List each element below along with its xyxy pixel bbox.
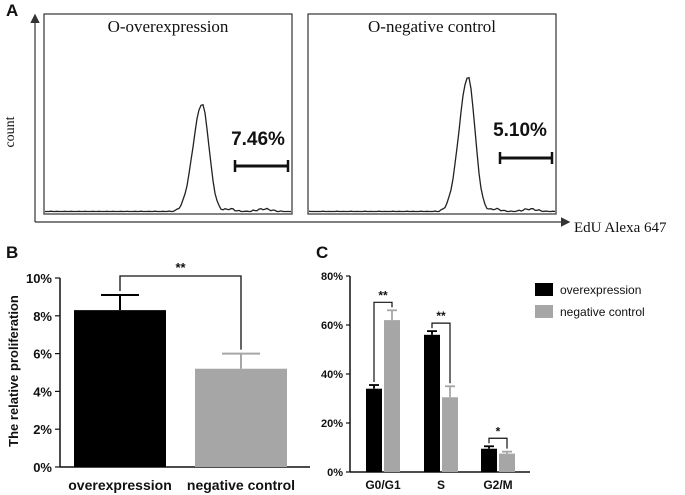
significance-bracket <box>373 301 393 383</box>
histogram-frame <box>307 13 557 215</box>
panel-c-y-tick-label: 40% <box>321 369 343 381</box>
histogram-title: O-overexpression <box>108 17 229 36</box>
legend-swatch <box>535 283 553 296</box>
panel-a-histograms: count EdU Alexa 647 O-overexpression 7.46… <box>3 13 667 236</box>
panel-c-category-label: G2/M <box>483 478 512 492</box>
bar <box>442 397 458 472</box>
panel-b-y-tick-label: 10% <box>26 271 52 286</box>
gate-percent-label: 5.10% <box>493 120 547 141</box>
bar <box>424 334 440 472</box>
panel-b-y-tick-label: 8% <box>33 309 52 324</box>
histogram-curve <box>45 103 291 213</box>
panel-c-bar-chart: 0% 20% 40% 60% 80% G0/G1 ** S ** G2/M * overexpress… <box>321 271 645 492</box>
panel-b-letter: B <box>6 243 18 262</box>
panel-c-y-tick-label: 20% <box>321 418 343 430</box>
panel-b-category-label: negative control <box>187 477 295 493</box>
bar <box>499 453 515 472</box>
significance-label: ** <box>378 288 388 302</box>
panel-c-letter: C <box>316 243 328 262</box>
significance-label: * <box>496 424 501 438</box>
panel-b-y-tick-label: 0% <box>33 460 52 475</box>
bar <box>74 310 166 467</box>
panel-c-y-tick-label: 60% <box>321 320 343 332</box>
panel-c-y-tick-label: 0% <box>327 467 343 479</box>
legend-label: overexpression <box>560 283 641 297</box>
significance-bracket <box>431 322 451 384</box>
panel-c-category-label: G0/G1 <box>365 478 401 492</box>
panel-b-bar-chart: The relative proliferation 0% 2% 4% 6% 8% 10%… <box>6 260 310 493</box>
panel-b-y-tick-label: 2% <box>33 422 52 437</box>
panel-a-x-label: EdU Alexa 647 <box>574 220 667 236</box>
panel-b-y-label: The relative proliferation <box>6 295 21 447</box>
panel-b-y-tick-label: 6% <box>33 347 52 362</box>
bar <box>384 320 400 472</box>
histogram-curve <box>308 76 556 213</box>
bar <box>481 448 497 472</box>
legend-label: negative control <box>560 305 645 319</box>
histogram-title: O-negative control <box>368 17 496 36</box>
histogram-frame <box>43 13 293 215</box>
panel-b-category-label: overexpression <box>68 477 172 493</box>
significance-label: ** <box>175 260 186 275</box>
bar <box>195 368 287 467</box>
panel-b-y-tick-label: 4% <box>33 384 52 399</box>
legend-swatch <box>535 305 553 318</box>
significance-label: ** <box>436 309 446 323</box>
panel-a-y-label: count <box>3 116 18 147</box>
panel-c-category-label: S <box>437 478 445 492</box>
significance-bracket <box>119 275 242 350</box>
panel-c-y-tick-label: 80% <box>321 271 343 283</box>
gate-percent-label: 7.46% <box>231 129 285 150</box>
bar <box>366 388 382 472</box>
panel-a-letter: A <box>6 1 18 20</box>
significance-bracket <box>488 437 508 449</box>
